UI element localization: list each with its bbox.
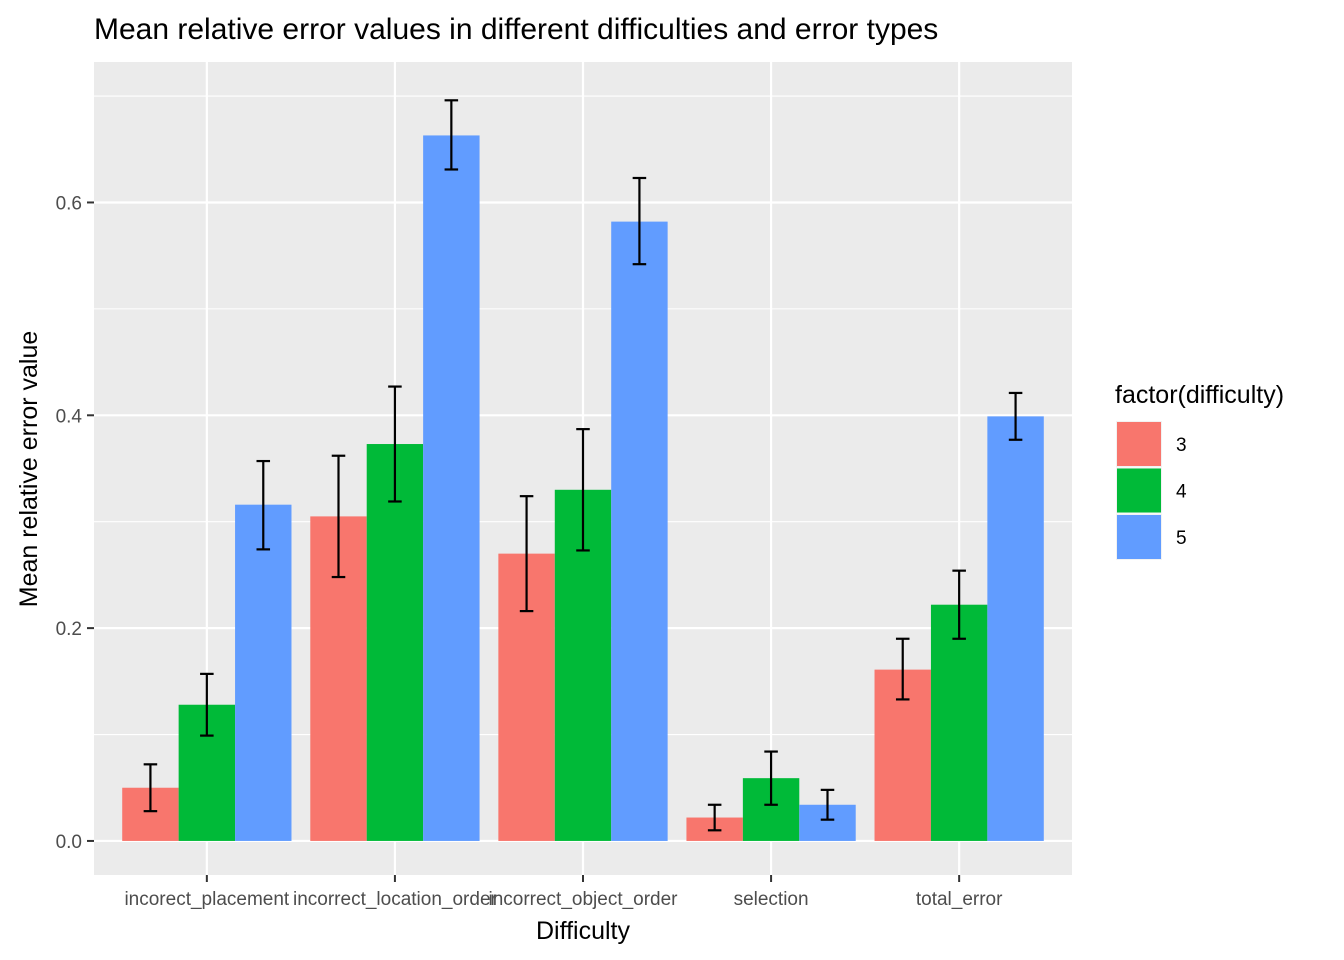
legend: factor(difficulty) 3 4 5 <box>1115 381 1284 560</box>
chart-title: Mean relative error values in different … <box>94 13 938 46</box>
x-axis-title: Difficulty <box>536 917 631 945</box>
bar <box>366 444 424 841</box>
bar <box>930 604 988 841</box>
legend-title: factor(difficulty) <box>1115 381 1284 409</box>
bar <box>235 504 292 841</box>
legend-key-swatch <box>1117 468 1161 513</box>
y-axis-ticks: 0.0 0.2 0.4 0.6 <box>56 193 94 853</box>
y-axis-title: Mean relative error value <box>15 331 43 608</box>
x-tick-label: total_error <box>916 889 1003 910</box>
x-tick-label: incorrect_location_order <box>293 889 498 910</box>
legend-label: 5 <box>1176 528 1187 549</box>
legend-label: 3 <box>1176 435 1187 456</box>
error-bars <box>143 99 1023 832</box>
x-tick-label: selection <box>734 889 809 910</box>
bar <box>987 416 1044 841</box>
legend-key-swatch <box>1117 515 1161 559</box>
y-tick-label: 0.6 <box>56 193 82 214</box>
y-tick-label: 0.2 <box>56 619 82 640</box>
bar <box>423 135 480 841</box>
x-tick-label: incorect_placement <box>124 889 289 910</box>
y-tick-label: 0.0 <box>56 832 82 853</box>
y-tick-label: 0.4 <box>56 406 83 427</box>
bars <box>122 135 1044 841</box>
legend-label: 4 <box>1176 482 1187 503</box>
x-tick-label: incorrect_object_order <box>488 889 678 910</box>
x-axis-ticks: incorect_placement incorrect_location_ord… <box>124 875 1003 910</box>
legend-key-swatch <box>1117 422 1161 466</box>
bar <box>611 221 668 841</box>
